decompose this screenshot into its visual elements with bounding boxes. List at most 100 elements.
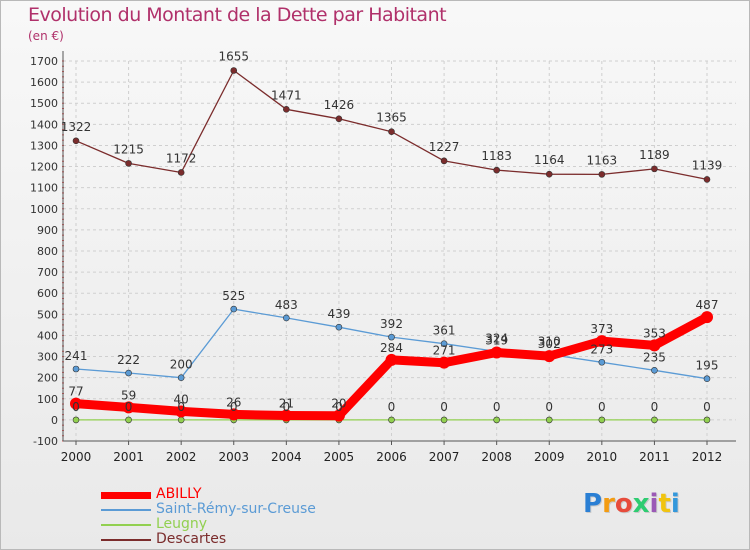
data-label: 1163 — [587, 153, 618, 167]
data-label: 487 — [696, 298, 719, 312]
data-label: 1227 — [429, 140, 460, 154]
x-tick-label: 2007 — [429, 450, 460, 464]
y-tick-label: 1400 — [30, 118, 58, 131]
data-label: 20 — [331, 397, 346, 411]
logo-letter: o — [614, 489, 633, 519]
y-tick-label: 700 — [37, 266, 58, 279]
x-tick-label: 2008 — [481, 450, 512, 464]
y-tick-label: 500 — [37, 308, 58, 321]
data-label: 0 — [72, 400, 80, 414]
chart-title: Evolution du Montant de la Dette par Hab… — [28, 4, 447, 26]
data-label: 302 — [538, 337, 561, 351]
x-tick-label: 2010 — [587, 450, 618, 464]
data-point — [385, 353, 398, 366]
data-label: 0 — [388, 400, 396, 414]
legend-swatch — [101, 509, 151, 511]
data-point — [125, 416, 132, 424]
data-point — [125, 369, 132, 377]
data-label: 222 — [117, 353, 140, 367]
x-tick-label: 2003 — [218, 450, 249, 464]
data-point — [227, 408, 240, 421]
y-tick-label: 1100 — [30, 182, 58, 195]
y-tick-label: 100 — [37, 393, 58, 406]
data-label: 0 — [703, 400, 711, 414]
data-point — [72, 365, 80, 373]
data-label: 0 — [545, 400, 553, 414]
proxiti-logo: Proxiti — [583, 489, 680, 519]
data-label: 361 — [433, 324, 456, 338]
data-point — [72, 137, 80, 145]
legend-swatch — [101, 524, 151, 526]
logo-letter: x — [632, 489, 650, 519]
x-tick-label: 2012 — [692, 450, 723, 464]
x-tick-label: 2002 — [166, 450, 197, 464]
data-label: 1183 — [481, 149, 512, 163]
data-point — [595, 335, 608, 348]
legend-swatch — [101, 491, 151, 499]
data-label: 77 — [68, 385, 83, 399]
data-point — [651, 165, 658, 173]
data-point — [440, 416, 448, 424]
logo-letter: i — [670, 489, 680, 519]
data-point — [70, 397, 82, 410]
y-tick-label: 600 — [37, 287, 58, 300]
data-point — [651, 416, 658, 424]
x-tick-label: 2009 — [534, 450, 565, 464]
data-label: 1189 — [639, 148, 670, 162]
logo-letter: P — [583, 489, 603, 519]
data-label: 40 — [174, 392, 189, 406]
data-label: 310 — [538, 334, 561, 348]
data-label: 195 — [696, 359, 719, 373]
data-label: 353 — [643, 326, 666, 340]
data-label: 439 — [327, 307, 350, 321]
data-label: 273 — [590, 342, 613, 356]
data-point — [175, 405, 188, 418]
data-label: 0 — [493, 400, 501, 414]
data-point — [388, 128, 395, 136]
data-label: 284 — [380, 341, 403, 355]
data-label: 1139 — [692, 158, 723, 172]
legend-label: Descartes — [156, 531, 227, 547]
data-label: 525 — [222, 289, 245, 303]
data-point — [230, 67, 238, 74]
data-point — [125, 160, 132, 167]
data-point — [701, 311, 713, 324]
data-point — [703, 416, 711, 424]
data-label: 0 — [230, 400, 238, 414]
data-label: 1215 — [113, 142, 144, 156]
data-label: 1164 — [534, 153, 565, 167]
y-tick-label: 1600 — [30, 76, 58, 89]
data-label: 1365 — [376, 111, 407, 125]
x-tick-label: 2000 — [61, 450, 92, 464]
data-point — [177, 169, 185, 176]
data-label: 0 — [598, 400, 606, 414]
data-point — [598, 171, 606, 178]
y-tick-label: 900 — [37, 224, 58, 237]
data-point — [283, 314, 290, 322]
data-label: 271 — [433, 344, 456, 358]
y-tick-label: 1700 — [30, 55, 58, 68]
y-tick-label: 800 — [37, 245, 58, 258]
data-point — [598, 416, 606, 424]
x-tick-label: 2001 — [113, 450, 144, 464]
data-point — [545, 416, 553, 424]
data-point — [545, 170, 553, 178]
legend-swatch — [101, 539, 151, 541]
data-point — [388, 416, 395, 424]
data-point — [283, 106, 290, 113]
x-tick-label: 2005 — [324, 450, 355, 464]
data-label: 319 — [485, 334, 508, 348]
data-label: 59 — [121, 388, 136, 402]
x-tick-label: 2011 — [639, 450, 670, 464]
data-label: 241 — [65, 349, 88, 363]
data-point — [598, 358, 606, 366]
data-point — [177, 374, 185, 381]
x-tick-label: 2004 — [271, 450, 302, 464]
data-label: 0 — [177, 400, 185, 414]
data-point — [335, 323, 343, 331]
y-tick-label: 1200 — [30, 161, 58, 174]
x-tick-label: 2006 — [376, 450, 407, 464]
data-point — [648, 339, 661, 352]
